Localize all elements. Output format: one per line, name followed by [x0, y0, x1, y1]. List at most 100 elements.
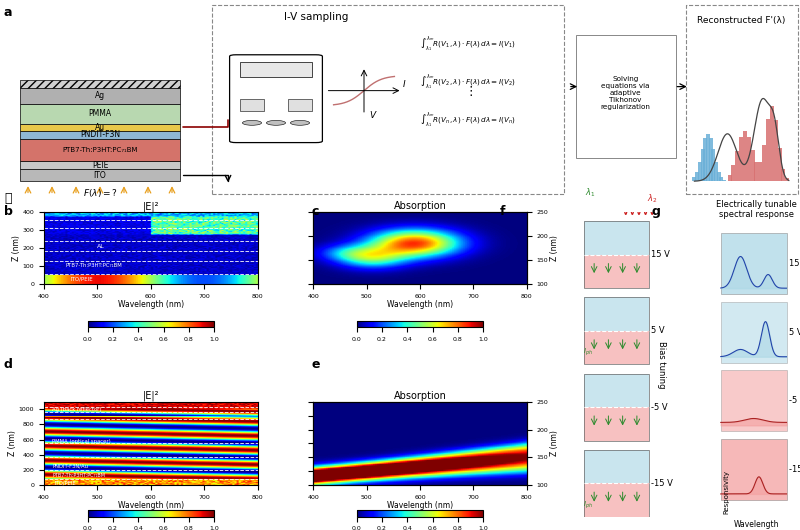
Text: 5 V: 5 V	[651, 326, 665, 335]
FancyBboxPatch shape	[20, 169, 180, 181]
Text: 15 V: 15 V	[651, 250, 670, 259]
Bar	[758, 162, 762, 181]
X-axis label: Wavelength (nm): Wavelength (nm)	[118, 300, 184, 309]
FancyBboxPatch shape	[20, 124, 180, 131]
Text: ITO/PEIE: ITO/PEIE	[70, 276, 94, 281]
FancyBboxPatch shape	[584, 297, 649, 331]
Text: -15 V: -15 V	[651, 479, 673, 488]
Y-axis label: Z (nm): Z (nm)	[550, 430, 558, 456]
Text: $\lambda_1$: $\lambda_1$	[585, 186, 595, 199]
FancyBboxPatch shape	[584, 221, 649, 255]
Bar	[714, 162, 718, 181]
FancyBboxPatch shape	[20, 80, 180, 87]
Text: V: V	[369, 111, 375, 120]
Text: Electrically tunable
spectral response: Electrically tunable spectral response	[716, 200, 797, 219]
Text: $\int_{\lambda_1}^{\lambda_m} R(V_1,\lambda)\cdot F(\lambda)\,d\lambda = I(V_1)$: $\int_{\lambda_1}^{\lambda_m} R(V_1,\lam…	[420, 34, 516, 54]
Circle shape	[242, 120, 262, 125]
Text: a: a	[4, 6, 13, 19]
Polygon shape	[721, 233, 786, 294]
Text: PEIE: PEIE	[92, 161, 108, 170]
FancyBboxPatch shape	[584, 255, 649, 288]
X-axis label: Wavelength (nm): Wavelength (nm)	[118, 501, 184, 510]
Title: Absorption: Absorption	[394, 201, 446, 211]
FancyBboxPatch shape	[584, 374, 649, 407]
Text: $\vdots$: $\vdots$	[463, 84, 473, 98]
Text: PNDIT-F3N/Au: PNDIT-F3N/Au	[52, 463, 88, 469]
Text: $I_{ph}$: $I_{ph}$	[583, 499, 593, 511]
Text: 15 V: 15 V	[789, 259, 800, 268]
Bar	[695, 172, 699, 181]
Text: 5 V: 5 V	[789, 328, 800, 337]
Text: d: d	[4, 358, 13, 372]
Bar	[778, 147, 782, 181]
Bar	[743, 131, 747, 181]
FancyBboxPatch shape	[584, 331, 649, 365]
Text: $I_{ph}$: $I_{ph}$	[583, 347, 593, 358]
Text: $\lambda_2$: $\lambda_2$	[646, 192, 657, 205]
Bar	[774, 120, 778, 181]
Text: Responsivity: Responsivity	[723, 470, 729, 514]
Bar	[703, 138, 707, 181]
Bar	[762, 145, 766, 181]
Bar	[750, 151, 754, 181]
Text: Wavelength: Wavelength	[734, 520, 779, 529]
FancyBboxPatch shape	[20, 104, 180, 124]
Text: PTB7-Th:P3HT:PC₇₁BM: PTB7-Th:P3HT:PC₇₁BM	[62, 147, 138, 153]
Text: Ag: Ag	[95, 91, 105, 100]
Text: b: b	[4, 205, 13, 218]
Y-axis label: Z (nm): Z (nm)	[8, 430, 18, 456]
FancyBboxPatch shape	[240, 63, 312, 76]
Bar	[698, 162, 702, 181]
FancyBboxPatch shape	[240, 99, 264, 111]
Text: PMMA (optical spacer): PMMA (optical spacer)	[52, 439, 110, 444]
Bar	[709, 138, 713, 181]
X-axis label: Wavelength (nm): Wavelength (nm)	[387, 501, 453, 510]
X-axis label: Wavelength (nm): Wavelength (nm)	[387, 300, 453, 309]
Text: 💡: 💡	[5, 192, 12, 205]
Bar	[711, 149, 715, 181]
Bar	[706, 134, 710, 181]
Text: -5 V: -5 V	[651, 403, 668, 411]
Bar	[735, 151, 739, 181]
Title: |E|²: |E|²	[142, 391, 159, 401]
Text: Reconstructed F'(λ): Reconstructed F'(λ)	[698, 16, 786, 25]
Y-axis label: Z (nm): Z (nm)	[12, 235, 21, 261]
Bar	[754, 162, 758, 181]
Text: Solving
equations via
adaptive
Tikhonov
regularization: Solving equations via adaptive Tikhonov …	[601, 76, 650, 110]
Bar	[728, 174, 732, 181]
FancyBboxPatch shape	[20, 87, 180, 104]
FancyBboxPatch shape	[20, 161, 180, 169]
FancyBboxPatch shape	[230, 55, 322, 143]
Title: |E|²: |E|²	[142, 201, 159, 211]
Bar	[770, 106, 774, 181]
Text: Bias tuning: Bias tuning	[657, 341, 666, 388]
Text: PTB7-Th:P3HT:PC₇₁BM: PTB7-Th:P3HT:PC₇₁BM	[66, 263, 122, 268]
Text: $\int_{\lambda_1}^{\lambda_m} R(V_2,\lambda)\cdot F(\lambda)\,d\lambda = I(V_2)$: $\int_{\lambda_1}^{\lambda_m} R(V_2,\lam…	[420, 73, 516, 92]
Bar	[782, 169, 786, 181]
Text: -15 V: -15 V	[789, 465, 800, 474]
Title: Absorption: Absorption	[394, 391, 446, 401]
Text: AL: AL	[98, 244, 105, 249]
Bar	[731, 165, 735, 181]
Polygon shape	[721, 370, 786, 431]
Text: c: c	[312, 205, 319, 218]
Bar	[747, 137, 750, 181]
Text: Ag (back reflector): Ag (back reflector)	[52, 407, 102, 412]
Bar	[719, 178, 723, 181]
Text: I: I	[402, 80, 405, 89]
FancyBboxPatch shape	[686, 5, 798, 195]
Text: e: e	[312, 358, 321, 372]
Text: g: g	[652, 205, 661, 218]
Bar	[722, 180, 726, 181]
Bar	[766, 119, 770, 181]
FancyBboxPatch shape	[20, 131, 180, 139]
Text: ITO: ITO	[94, 171, 106, 180]
Text: -5 V: -5 V	[789, 396, 800, 405]
Bar	[739, 137, 743, 181]
Polygon shape	[721, 302, 786, 363]
Text: PNDIT-F3N: PNDIT-F3N	[80, 130, 120, 139]
Text: PMMA: PMMA	[89, 109, 111, 118]
Text: PTB7-Th:P3HT:PC₇₁BM: PTB7-Th:P3HT:PC₇₁BM	[52, 473, 105, 478]
Text: $\int_{\lambda_1}^{\lambda_m} R(V_n,\lambda)\cdot F(\lambda)\,d\lambda = I(V_n)$: $\int_{\lambda_1}^{\lambda_m} R(V_n,\lam…	[420, 111, 516, 130]
Text: $F(\lambda) = ?$: $F(\lambda) = ?$	[82, 188, 118, 199]
